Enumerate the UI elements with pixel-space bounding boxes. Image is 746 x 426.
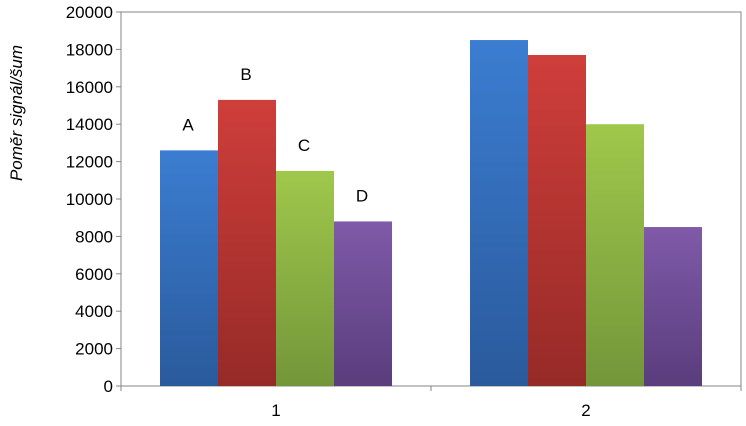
bars [160, 40, 702, 387]
bar-annotations: A B C D [182, 65, 368, 206]
y-tick-label: 14000 [66, 115, 113, 134]
bar-annotation-a: A [182, 115, 194, 134]
bar-series-d-cat-2 [644, 227, 702, 386]
x-tick-label: 2 [581, 401, 590, 420]
y-tick-label: 8000 [75, 227, 113, 246]
bar-series-a-cat-2 [470, 40, 528, 387]
y-tick-label: 4000 [75, 302, 113, 321]
y-tick-label: 16000 [66, 78, 113, 97]
y-tick-label: 6000 [75, 265, 113, 284]
y-tick-label: 20000 [66, 3, 113, 22]
bar-series-b-cat-2 [528, 55, 586, 386]
y-tick-label: 18000 [66, 40, 113, 59]
bar-series-a-cat-1 [160, 150, 218, 386]
y-axis-title: Poměr signál/šum [7, 45, 26, 181]
bar-series-d-cat-1 [334, 221, 392, 386]
x-tick-label: 1 [271, 401, 280, 420]
y-tick-label: 10000 [66, 190, 113, 209]
bar-series-c-cat-2 [586, 124, 644, 386]
bar-annotation-c: C [298, 136, 310, 155]
y-axis: 0 2000 4000 6000 8000 10000 12000 14000 16000 180… [66, 3, 121, 396]
y-tick-label: 0 [104, 377, 113, 396]
y-tick-label: 2000 [75, 340, 113, 359]
y-tick-label: 12000 [66, 153, 113, 172]
bar-annotation-b: B [240, 65, 251, 84]
bar-series-c-cat-1 [276, 170, 334, 386]
bar-annotation-d: D [356, 186, 368, 205]
bar-series-b-cat-1 [218, 99, 276, 386]
